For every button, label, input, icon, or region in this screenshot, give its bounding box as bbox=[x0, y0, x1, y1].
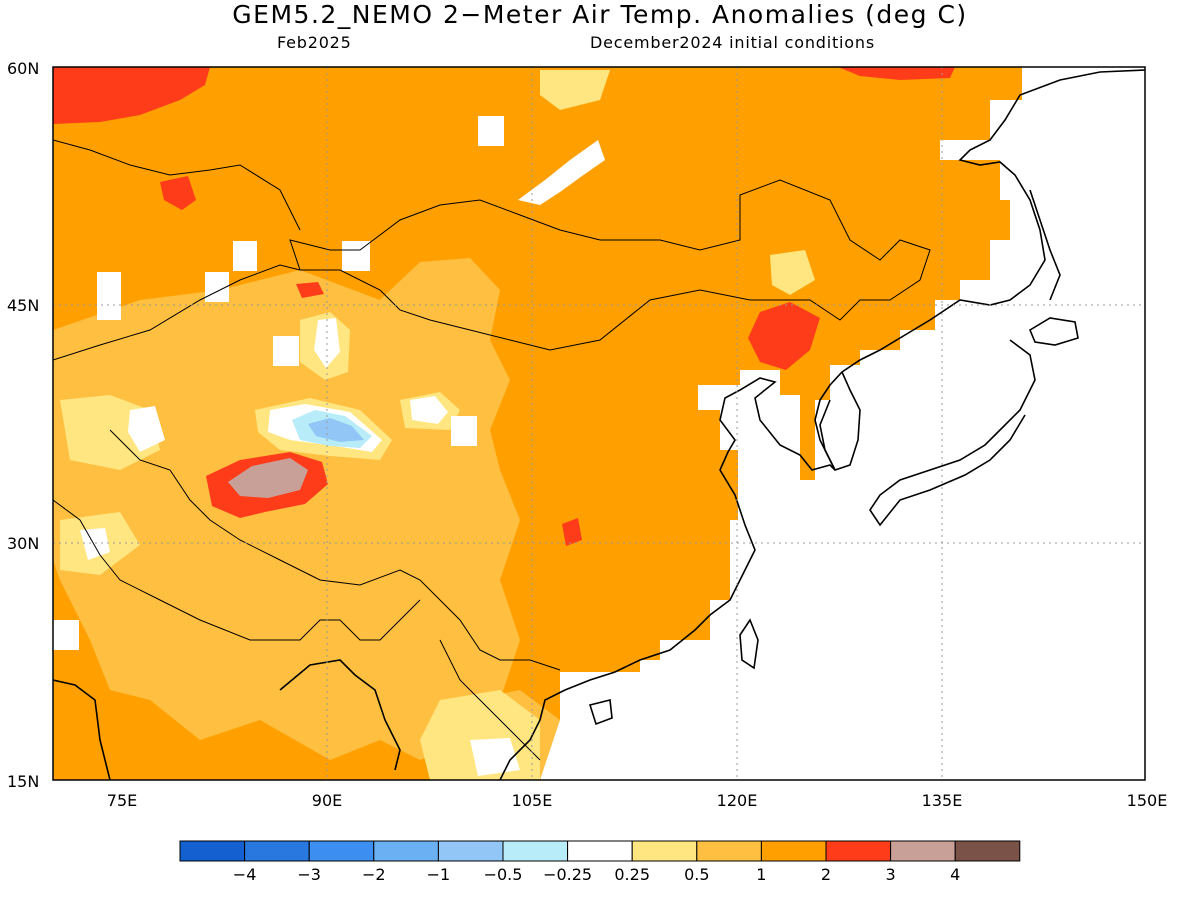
colorbar-swatch bbox=[244, 840, 310, 862]
anomaly-two-to-three bbox=[748, 302, 820, 370]
anomaly-near-zero bbox=[128, 406, 165, 452]
colorbar-swatch bbox=[179, 840, 246, 862]
ocean-region bbox=[540, 67, 1145, 780]
colorbar-swatch bbox=[954, 840, 1021, 862]
indochina-border bbox=[439, 639, 541, 761]
colorbar-label: −3 bbox=[297, 865, 321, 884]
taiwan-coastline bbox=[739, 618, 759, 670]
masked-cell bbox=[451, 416, 477, 446]
anomaly-two-to-three bbox=[838, 67, 955, 80]
lat-label-60n: 60N bbox=[7, 59, 39, 78]
colorbar-label: 4 bbox=[950, 865, 960, 884]
masked-cell bbox=[233, 241, 257, 271]
colorbar-label: 0.25 bbox=[614, 865, 650, 884]
lon-label-105e: 105E bbox=[512, 791, 553, 810]
east-asia-coastline bbox=[499, 69, 1145, 780]
anomaly-field bbox=[53, 67, 1145, 780]
colorbar-swatch bbox=[373, 840, 439, 862]
lon-label-135e: 135E bbox=[922, 791, 963, 810]
colorbar-label: −4 bbox=[233, 865, 257, 884]
colorbar-swatch bbox=[825, 840, 892, 862]
lon-label-90e: 90E bbox=[312, 791, 342, 810]
lat-label-15n: 15N bbox=[7, 772, 39, 791]
hokkaido-coastline bbox=[1028, 317, 1079, 346]
anomaly-three-to-four bbox=[228, 458, 308, 498]
masked-cell bbox=[273, 336, 299, 366]
colorbar-label: 2 bbox=[821, 865, 831, 884]
japan-coastline bbox=[869, 339, 1036, 527]
anomaly-two-to-three bbox=[53, 67, 210, 124]
baikal-mask bbox=[518, 140, 605, 205]
anomaly-negative-half bbox=[308, 418, 364, 442]
anomaly-half-to-one bbox=[53, 258, 520, 760]
himalaya-border bbox=[109, 429, 561, 671]
colorbar-label: 1 bbox=[756, 865, 766, 884]
colorbar: −4 −3 −2 −1 −0.5 −0.25 0.25 0.5 1 2 3 4 bbox=[179, 840, 1021, 884]
country-borders bbox=[53, 139, 931, 761]
colorbar-label: 3 bbox=[886, 865, 896, 884]
anomaly-two-to-three bbox=[562, 518, 582, 546]
masked-cell bbox=[97, 272, 121, 320]
map-title: GEM5.2_NEMO 2−Meter Air Temp. Anomalies … bbox=[232, 0, 968, 29]
lat-label-30n: 30N bbox=[7, 534, 39, 553]
colorbar-label: −0.25 bbox=[543, 865, 592, 884]
korea-coastline bbox=[819, 371, 861, 471]
masked-cell bbox=[53, 620, 79, 650]
colorbar-label: −1 bbox=[427, 865, 451, 884]
anomaly-quarter-to-half bbox=[770, 250, 815, 295]
coastlines bbox=[53, 69, 1145, 780]
colorbar-swatch bbox=[890, 840, 956, 862]
map-frame bbox=[52, 66, 1146, 781]
colorbar-swatch bbox=[308, 840, 375, 862]
colorbar-swatch bbox=[696, 840, 762, 862]
anomaly-quarter-to-half bbox=[540, 70, 610, 110]
hainan-coastline bbox=[588, 699, 613, 726]
lat-label-45n: 45N bbox=[7, 296, 39, 315]
colorbar-label: 0.5 bbox=[684, 865, 709, 884]
india-coast bbox=[53, 679, 111, 780]
lon-label-150e: 150E bbox=[1127, 791, 1168, 810]
lon-label-75e: 75E bbox=[107, 791, 137, 810]
colorbar-label: −2 bbox=[362, 865, 386, 884]
masked-cell bbox=[478, 116, 504, 146]
sakhalin-coastline bbox=[1029, 189, 1061, 301]
anomaly-two-to-three bbox=[160, 176, 196, 210]
colorbar-swatch bbox=[502, 840, 569, 862]
colorbar-swatch bbox=[760, 840, 827, 862]
anomaly-near-zero bbox=[80, 528, 110, 560]
lon-label-120e: 120E bbox=[717, 791, 758, 810]
colorbar-swatch bbox=[631, 840, 698, 862]
colorbar-swatch bbox=[567, 840, 633, 862]
anomaly-two-to-three bbox=[296, 282, 324, 298]
anomaly-near-zero bbox=[410, 396, 448, 424]
south-asia-border bbox=[53, 499, 421, 641]
bay-of-bengal-coast bbox=[279, 659, 401, 771]
mongolia-border bbox=[289, 179, 931, 351]
china-west-border bbox=[53, 264, 301, 361]
initial-conditions: December2024 initial conditions bbox=[590, 33, 875, 52]
colorbar-swatch bbox=[437, 840, 504, 862]
colorbar-label: −0.5 bbox=[484, 865, 523, 884]
forecast-month: Feb2025 bbox=[277, 33, 352, 52]
central-asia-border bbox=[53, 139, 301, 231]
gridlines bbox=[53, 67, 1145, 780]
